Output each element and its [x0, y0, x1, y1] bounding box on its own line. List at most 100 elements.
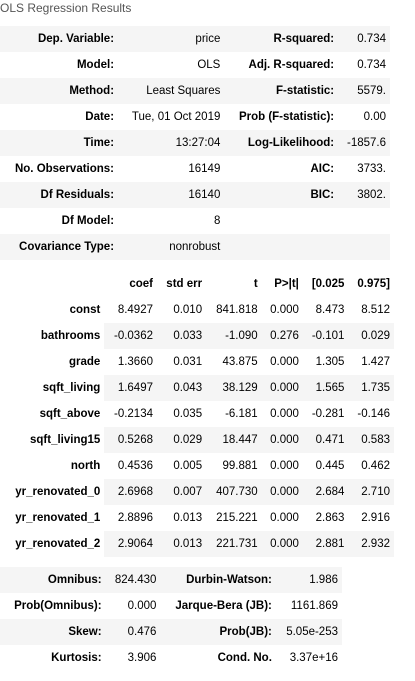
summary-value: 3802. [338, 182, 390, 208]
coef-variable-name: yr_renovated_0 [0, 479, 105, 505]
diagnostics-label: Skew: [0, 619, 106, 645]
summary-label: Model: [0, 52, 119, 78]
coef-column-header [0, 271, 105, 297]
coef-column-header: 0.975] [348, 271, 394, 297]
coef-value: 18.447 [206, 427, 262, 453]
coef-value: 0.010 [157, 297, 207, 323]
diagnostics-label: Prob(Omnibus): [0, 593, 106, 619]
coef-value: 2.6968 [104, 479, 157, 505]
coef-value: 0.000 [261, 505, 303, 531]
coef-value: 2.916 [348, 505, 394, 531]
summary-label: Adj. R-squared: [224, 52, 339, 78]
coef-value: 0.462 [348, 453, 394, 479]
summary-row: Date: Tue, 01 Oct 2019 Prob (F-statistic):… [0, 104, 390, 130]
coef-value: 841.818 [206, 297, 262, 323]
diagnostics-label: Prob(JB): [160, 619, 276, 645]
coef-row: north 0.4536 0.005 99.881 0.000 0.445 0.462 [0, 453, 394, 479]
coef-row: yr_renovated_1 2.8896 0.013 215.221 0.000 2.8… [0, 505, 394, 531]
coef-value: 0.013 [157, 505, 207, 531]
diagnostics-label: Kurtosis: [0, 645, 106, 671]
coef-value: 0.000 [261, 427, 303, 453]
coef-value: 0.000 [261, 479, 303, 505]
summary-row: Df Residuals: 16140 BIC: 3802. [0, 182, 390, 208]
coef-variable-name: const [0, 297, 105, 323]
summary-label: BIC: [224, 182, 339, 208]
coef-value: 2.710 [348, 479, 394, 505]
coef-value: 0.276 [261, 323, 303, 349]
coef-value: -0.281 [302, 401, 349, 427]
coef-variable-name: yr_renovated_1 [0, 505, 105, 531]
diagnostics-label: Jarque-Bera (JB): [160, 593, 276, 619]
summary-label: AIC: [224, 156, 339, 182]
summary-label: Df Residuals: [0, 182, 119, 208]
coef-variable-name: bathrooms [0, 323, 105, 349]
summary-value: -1857.6 [338, 130, 390, 156]
summary-label: Covariance Type: [0, 234, 119, 260]
coef-row: sqft_living 1.6497 0.043 38.129 0.000 1.565 1.… [0, 375, 394, 401]
coef-value: 0.445 [302, 453, 349, 479]
coef-row: sqft_living15 0.5268 0.029 18.447 0.000 0.471… [0, 427, 394, 453]
coef-value: 1.305 [302, 349, 349, 375]
summary-value [338, 234, 390, 260]
summary-row: Time: 13:27:04 Log-Likelihood: -1857.6 [0, 130, 390, 156]
coef-value: 215.221 [206, 505, 262, 531]
diagnostics-row: Kurtosis: 3.906 Cond. No. 3.37e+16 [0, 645, 342, 671]
coef-value: 1.565 [302, 375, 349, 401]
coef-value: 43.875 [206, 349, 262, 375]
summary-label: Df Model: [0, 208, 119, 234]
coef-value: 1.6497 [104, 375, 157, 401]
coef-variable-name: sqft_living15 [0, 427, 105, 453]
coef-value: 2.684 [302, 479, 349, 505]
summary-label: Dep. Variable: [0, 26, 119, 52]
diagnostics-label: Omnibus: [0, 567, 106, 593]
diagnostics-value: 3.37e+16 [275, 645, 342, 671]
coef-value: 0.031 [157, 349, 207, 375]
coef-value: 2.863 [302, 505, 349, 531]
diagnostics-value: 0.476 [105, 619, 161, 645]
coef-value: 0.033 [157, 323, 207, 349]
diagnostics-label: Cond. No. [160, 645, 276, 671]
coef-value: 0.471 [302, 427, 349, 453]
summary-label [224, 208, 339, 234]
summary-value: 16149 [118, 156, 225, 182]
summary-value: 13:27:04 [118, 130, 225, 156]
coef-value: 0.000 [261, 349, 303, 375]
summary-label: Date: [0, 104, 119, 130]
coef-value: 0.5268 [104, 427, 157, 453]
coef-value: 2.8896 [104, 505, 157, 531]
summary-value: 0.734 [338, 26, 390, 52]
coef-value: 0.013 [157, 531, 207, 557]
coef-value: 0.035 [157, 401, 207, 427]
summary-row: Dep. Variable: price R-squared: 0.734 [0, 26, 390, 52]
coef-value: 0.005 [157, 453, 207, 479]
diagnostics-value: 0.000 [105, 593, 161, 619]
summary-value: Tue, 01 Oct 2019 [118, 104, 225, 130]
coef-value: 0.029 [157, 427, 207, 453]
summary-label: No. Observations: [0, 156, 119, 182]
coef-value: 0.4536 [104, 453, 157, 479]
coef-value: 0.000 [261, 297, 303, 323]
coef-row: bathrooms -0.0362 0.033 -1.090 0.276 -0.101 0.… [0, 323, 394, 349]
coef-value: 8.473 [302, 297, 349, 323]
coef-value: 2.932 [348, 531, 394, 557]
coef-value: 1.3660 [104, 349, 157, 375]
summary-row: Method: Least Squares F-statistic: 5579. [0, 78, 390, 104]
coef-value: 99.881 [206, 453, 262, 479]
summary-table: Dep. Variable: price R-squared: 0.734 Model:… [0, 26, 390, 260]
coef-row: const 8.4927 0.010 841.818 0.000 8.473 8.512 [0, 297, 394, 323]
coef-value: 0.000 [261, 375, 303, 401]
diagnostics-value: 1.986 [275, 567, 342, 593]
summary-value: OLS [118, 52, 225, 78]
coef-value: -0.2134 [104, 401, 157, 427]
summary-value: 0.734 [338, 52, 390, 78]
summary-row: Model: OLS Adj. R-squared: 0.734 [0, 52, 390, 78]
coef-row: yr_renovated_2 2.9064 0.013 221.731 0.000 2.8… [0, 531, 394, 557]
summary-value: 16140 [118, 182, 225, 208]
summary-label: R-squared: [224, 26, 339, 52]
coef-value: -0.146 [348, 401, 394, 427]
diagnostics-label: Durbin-Watson: [160, 567, 276, 593]
summary-value: 0.00 [338, 104, 390, 130]
coef-value: 0.000 [261, 453, 303, 479]
coef-variable-name: yr_renovated_2 [0, 531, 105, 557]
coef-row: yr_renovated_0 2.6968 0.007 407.730 0.000 2.6… [0, 479, 394, 505]
